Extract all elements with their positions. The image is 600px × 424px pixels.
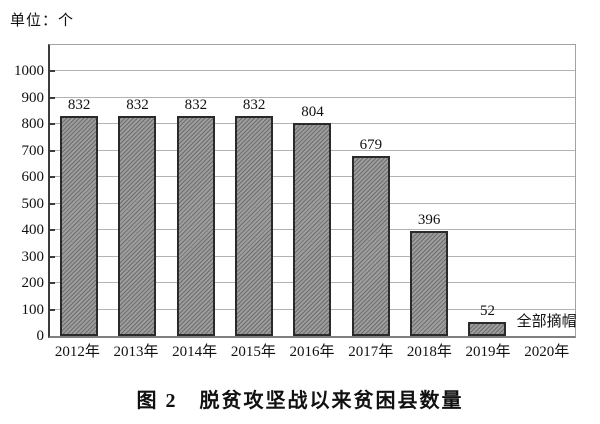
bar-slot: 832	[167, 45, 225, 336]
gridline	[50, 70, 575, 72]
bar	[235, 115, 274, 336]
bar	[293, 123, 332, 336]
y-tick-label: 900	[21, 89, 45, 106]
y-tick-label: 200	[21, 275, 45, 292]
bar-value-label: 832	[126, 96, 149, 113]
plot-area: 0 100 200 300 400 500 600 700 800 900 1000 832 832 83…	[14, 44, 577, 344]
x-tick-label: 2020年	[524, 344, 570, 360]
bar-value-label: 804	[301, 104, 324, 121]
y-axis-tick	[50, 308, 55, 311]
y-axis-tick	[50, 123, 55, 126]
x-tick-label: 2012年	[54, 344, 100, 360]
y-axis-tick	[50, 229, 55, 232]
bar-slot: 832	[108, 45, 166, 336]
x-tick-label: 2016年	[289, 344, 335, 360]
y-axis-tick	[50, 176, 55, 179]
bar	[410, 231, 449, 336]
bar-slot: 832	[50, 45, 108, 336]
bar-value-label: 832	[242, 96, 266, 113]
y-tick-label: 0	[36, 328, 45, 344]
y-tick-label: 100	[21, 301, 45, 318]
y-axis-tick	[50, 149, 55, 152]
bar-value-label: 832	[184, 96, 208, 113]
x-tick-label: 2018年	[406, 344, 452, 360]
x-tick-label: 2013年	[113, 344, 159, 360]
bar	[176, 115, 215, 336]
bar-value-label: 832	[67, 96, 91, 113]
y-axis-tick	[50, 255, 55, 258]
bar-value-label: 679	[359, 137, 383, 154]
x-tick-label: 2014年	[172, 344, 218, 360]
bar-value-label: 396	[417, 212, 441, 229]
annotation-label: 全部摘帽	[516, 314, 577, 330]
y-tick-label: 700	[21, 142, 45, 159]
bar-slot: 396	[400, 45, 458, 336]
bar	[468, 322, 507, 336]
gridline	[50, 96, 575, 98]
bar-slot: 804	[283, 45, 341, 336]
y-tick-label: 400	[21, 222, 45, 239]
y-tick-label: 300	[21, 248, 45, 265]
y-tick-label: 500	[21, 195, 45, 212]
unit-label: 单位：个	[10, 13, 75, 29]
x-tick-label: 2017年	[348, 344, 394, 360]
y-tick-label: 1000	[14, 63, 44, 80]
bar	[60, 115, 99, 336]
y-tick-label: 600	[21, 169, 45, 186]
bar-slot: 52	[458, 45, 516, 336]
x-axis: 2012年 2013年 2014年 2015年 2016年 2017年 2018年 2019年…	[48, 343, 576, 361]
y-axis-tick	[50, 202, 55, 205]
bar-slot: 832	[225, 45, 283, 336]
bar-value-label: 52	[479, 303, 495, 320]
bar	[351, 156, 390, 336]
bar-slot: 全部摘帽	[516, 45, 577, 336]
bar-slot: 679	[342, 45, 400, 336]
chart-caption: 图 2 脱贫攻坚战以来贫困县数量	[136, 390, 464, 412]
x-tick-label: 2019年	[465, 344, 511, 360]
y-axis-tick	[50, 96, 55, 99]
y-axis-tick	[50, 282, 55, 285]
y-tick-label: 800	[21, 116, 45, 133]
x-tick-label: 2015年	[230, 344, 276, 360]
y-axis-tick	[50, 70, 55, 73]
bar	[118, 115, 157, 336]
